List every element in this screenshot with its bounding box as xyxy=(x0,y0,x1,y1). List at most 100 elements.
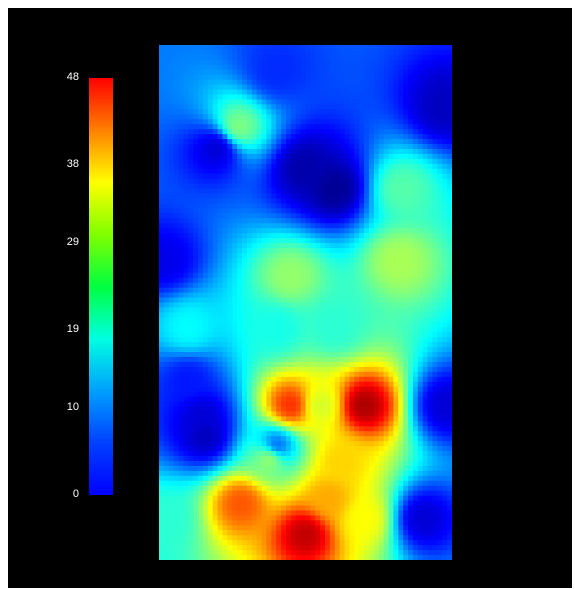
heatmap-cell xyxy=(344,282,351,289)
heatmap-cell xyxy=(344,327,351,333)
heatmap-cell xyxy=(159,74,165,81)
heatmap-cell xyxy=(398,49,404,56)
heatmap-cell xyxy=(329,54,336,61)
heatmap-cell xyxy=(310,366,316,373)
heatmap-cell xyxy=(364,376,370,383)
heatmap-cell xyxy=(178,352,185,358)
heatmap-cell xyxy=(305,352,311,358)
heatmap-cell xyxy=(442,94,448,101)
heatmap-cell xyxy=(212,332,219,338)
heatmap-cell xyxy=(349,114,355,120)
heatmap-cell xyxy=(188,248,194,254)
heatmap-cell xyxy=(378,436,385,442)
heatmap-cell xyxy=(222,59,228,66)
heatmap-cell xyxy=(417,84,424,91)
heatmap-cell xyxy=(344,317,351,323)
heatmap-cell xyxy=(437,79,443,86)
heatmap-cell xyxy=(202,376,209,383)
heatmap-cell xyxy=(295,198,302,205)
heatmap-cell xyxy=(403,74,409,81)
heatmap-cell xyxy=(334,59,341,66)
heatmap-cell xyxy=(437,252,443,259)
heatmap-cell xyxy=(408,451,414,457)
heatmap-cell xyxy=(261,208,268,214)
heatmap-cell xyxy=(315,277,321,284)
heatmap-cell xyxy=(295,139,302,145)
heatmap-cell xyxy=(403,352,409,358)
heatmap-cell xyxy=(266,94,272,101)
heatmap-cell xyxy=(207,54,214,61)
heatmap-cell xyxy=(266,312,272,318)
heatmap-cell xyxy=(159,376,165,383)
heatmap-cell xyxy=(222,109,228,115)
heatmap-cell xyxy=(266,223,272,229)
heatmap-cell xyxy=(246,376,253,383)
heatmap-cell xyxy=(354,411,360,417)
heatmap-cell xyxy=(281,307,287,313)
heatmap-cell xyxy=(246,431,253,437)
heatmap-cell xyxy=(368,193,375,200)
heatmap-cell xyxy=(417,257,424,264)
heatmap-cell xyxy=(295,356,302,363)
heatmap-cell xyxy=(246,267,253,274)
heatmap-cell xyxy=(188,89,194,96)
heatmap-cell xyxy=(198,238,204,244)
heatmap-cell xyxy=(364,134,370,140)
heatmap-cell xyxy=(242,287,248,294)
heatmap-cell xyxy=(383,421,390,427)
heatmap-cell xyxy=(266,79,272,86)
heatmap-cell xyxy=(281,411,287,417)
heatmap-cell xyxy=(378,163,385,170)
heatmap-cell xyxy=(159,337,165,343)
heatmap-cell xyxy=(193,153,199,160)
heatmap-cell xyxy=(295,376,302,383)
heatmap-cell xyxy=(237,223,243,229)
heatmap-cell xyxy=(271,352,277,358)
heatmap-cell xyxy=(183,277,189,284)
heatmap-cell xyxy=(193,99,199,106)
heatmap-cell xyxy=(378,361,385,368)
heatmap-cell xyxy=(329,45,336,51)
heatmap-cell xyxy=(320,421,326,427)
heatmap-cell xyxy=(178,193,185,200)
heatmap-cell xyxy=(349,124,355,130)
heatmap-cell xyxy=(217,208,224,214)
heatmap-cell xyxy=(315,223,321,229)
heatmap-cell xyxy=(310,416,316,422)
heatmap-cell xyxy=(344,307,351,313)
heatmap-cell xyxy=(329,59,336,66)
heatmap-cell xyxy=(173,416,180,422)
heatmap-cell xyxy=(354,79,360,86)
heatmap-cell xyxy=(422,366,429,373)
heatmap-cell xyxy=(334,188,341,195)
heatmap-cell xyxy=(329,322,336,328)
heatmap-cell xyxy=(320,153,326,160)
heatmap-cell xyxy=(329,124,336,130)
heatmap-cell xyxy=(329,352,336,358)
heatmap-cell xyxy=(354,431,360,437)
heatmap-cell xyxy=(383,287,390,294)
heatmap-cell xyxy=(422,312,429,318)
heatmap-cell xyxy=(173,193,180,200)
heatmap-cell xyxy=(193,129,199,135)
heatmap-cell xyxy=(266,322,272,328)
heatmap-cell xyxy=(398,252,404,259)
heatmap-cell xyxy=(232,352,238,358)
heatmap-cell xyxy=(227,69,233,76)
heatmap-cell xyxy=(412,307,419,313)
heatmap-cell xyxy=(159,421,165,427)
heatmap-cell xyxy=(212,401,219,408)
heatmap-cell xyxy=(315,267,321,274)
heatmap-cell xyxy=(276,49,282,56)
heatmap-cell xyxy=(398,361,404,368)
heatmap-cell xyxy=(393,104,399,110)
heatmap-cell xyxy=(325,302,331,309)
heatmap-cell xyxy=(227,421,233,427)
heatmap-cell xyxy=(290,104,297,110)
heatmap-cell xyxy=(295,54,302,61)
heatmap-cell xyxy=(388,347,394,353)
heatmap-cell xyxy=(393,317,399,323)
heatmap-cell xyxy=(285,213,292,219)
heatmap-cell xyxy=(373,178,380,185)
heatmap-cell xyxy=(354,158,360,165)
